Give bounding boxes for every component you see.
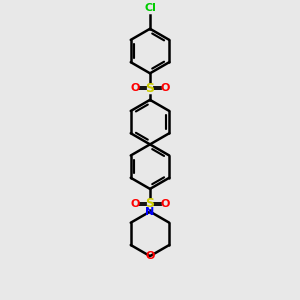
Text: O: O — [130, 83, 140, 93]
Text: O: O — [130, 199, 140, 209]
Text: O: O — [160, 199, 170, 209]
Text: S: S — [146, 197, 154, 210]
Text: Cl: Cl — [144, 3, 156, 14]
Text: N: N — [146, 207, 154, 217]
Text: O: O — [145, 251, 155, 261]
Text: S: S — [146, 82, 154, 95]
Text: O: O — [160, 83, 170, 93]
